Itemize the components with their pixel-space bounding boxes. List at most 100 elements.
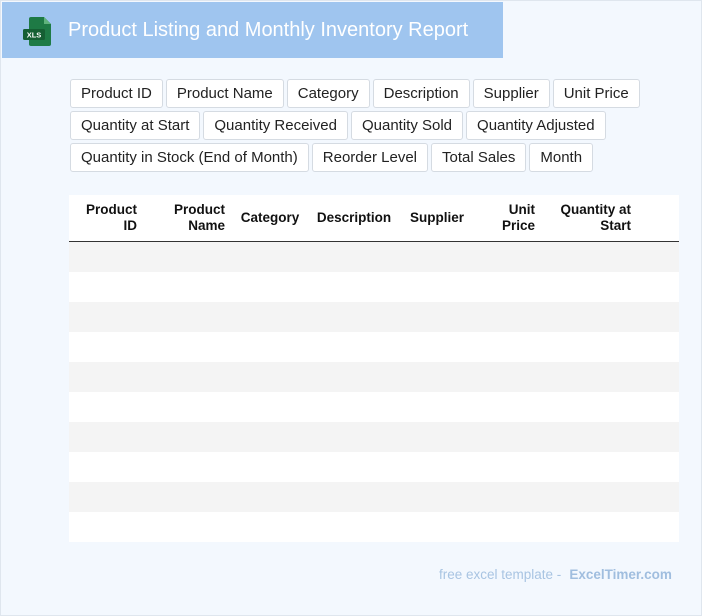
- table-cell[interactable]: [145, 512, 233, 542]
- table-cell[interactable]: [543, 392, 639, 422]
- table-cell[interactable]: [311, 272, 401, 302]
- field-chip[interactable]: Quantity at Start: [70, 111, 201, 140]
- table-cell[interactable]: [401, 302, 477, 332]
- table-cell[interactable]: [233, 332, 311, 362]
- table-cell[interactable]: [639, 512, 679, 542]
- field-chip[interactable]: Description: [372, 79, 470, 108]
- table-cell[interactable]: [477, 392, 543, 422]
- table-cell[interactable]: [69, 392, 145, 422]
- table-cell[interactable]: [69, 452, 145, 482]
- table-cell[interactable]: [311, 392, 401, 422]
- table-cell[interactable]: [477, 272, 543, 302]
- table-cell[interactable]: [233, 452, 311, 482]
- table-cell[interactable]: [401, 452, 477, 482]
- table-cell[interactable]: [233, 241, 311, 272]
- table-cell[interactable]: [477, 362, 543, 392]
- table-cell[interactable]: [311, 332, 401, 362]
- table-cell[interactable]: [639, 302, 679, 332]
- table-cell[interactable]: [639, 452, 679, 482]
- table-cell[interactable]: [543, 452, 639, 482]
- page-title: Product Listing and Monthly Inventory Re…: [68, 19, 469, 41]
- table-cell[interactable]: [233, 512, 311, 542]
- table-cell[interactable]: [639, 362, 679, 392]
- table-cell[interactable]: [145, 482, 233, 512]
- table-cell[interactable]: [69, 272, 145, 302]
- table-cell[interactable]: [401, 482, 477, 512]
- field-chip[interactable]: Quantity in Stock (End of Month): [70, 143, 309, 172]
- table-cell[interactable]: [311, 302, 401, 332]
- table-cell[interactable]: [311, 241, 401, 272]
- table-cell[interactable]: [233, 302, 311, 332]
- table-cell[interactable]: [145, 332, 233, 362]
- table-cell[interactable]: [639, 332, 679, 362]
- field-chip[interactable]: Quantity Received: [203, 111, 348, 140]
- field-chip[interactable]: Reorder Level: [311, 143, 428, 172]
- table-cell[interactable]: [639, 241, 679, 272]
- table-cell[interactable]: [477, 422, 543, 452]
- table-cell[interactable]: [233, 362, 311, 392]
- table-cell[interactable]: [69, 482, 145, 512]
- table-cell[interactable]: [233, 392, 311, 422]
- table-cell[interactable]: [477, 332, 543, 362]
- table-cell[interactable]: [69, 362, 145, 392]
- table-cell[interactable]: [639, 422, 679, 452]
- table-cell[interactable]: [639, 482, 679, 512]
- table-cell[interactable]: [145, 392, 233, 422]
- field-chip[interactable]: Category: [286, 79, 370, 108]
- table-cell[interactable]: [311, 422, 401, 452]
- table-cell[interactable]: [69, 512, 145, 542]
- table-cell[interactable]: [311, 482, 401, 512]
- table-cell[interactable]: [145, 272, 233, 302]
- table-cell[interactable]: [477, 452, 543, 482]
- table-cell[interactable]: [401, 422, 477, 452]
- table-cell[interactable]: [543, 482, 639, 512]
- table-cell[interactable]: [145, 302, 233, 332]
- table-cell[interactable]: [543, 272, 639, 302]
- table-cell[interactable]: [145, 241, 233, 272]
- table-cell[interactable]: [477, 241, 543, 272]
- table-cell[interactable]: [477, 482, 543, 512]
- table-cell[interactable]: [401, 332, 477, 362]
- column-header: QR: [639, 195, 679, 242]
- table-cell[interactable]: [311, 362, 401, 392]
- field-chip[interactable]: Quantity Sold: [350, 111, 464, 140]
- table-cell[interactable]: [639, 392, 679, 422]
- field-chip[interactable]: Total Sales: [431, 143, 527, 172]
- table-cell[interactable]: [639, 272, 679, 302]
- footer-brand-link[interactable]: ExcelTimer.com: [569, 567, 672, 582]
- field-chip[interactable]: Product ID: [70, 79, 163, 108]
- table-cell[interactable]: [401, 362, 477, 392]
- table-cell[interactable]: [233, 422, 311, 452]
- table-cell[interactable]: [401, 392, 477, 422]
- table-cell[interactable]: [543, 512, 639, 542]
- table-cell[interactable]: [543, 422, 639, 452]
- table-cell[interactable]: [401, 241, 477, 272]
- table-cell[interactable]: [543, 362, 639, 392]
- table-cell[interactable]: [69, 332, 145, 362]
- field-chip[interactable]: Supplier: [472, 79, 550, 108]
- table-cell[interactable]: [233, 482, 311, 512]
- header-bar: XLS Product Listing and Monthly Inventor…: [2, 2, 503, 58]
- table-cell[interactable]: [145, 452, 233, 482]
- table-header-row: Product ID Product Name Category Description S…: [69, 195, 679, 242]
- table-cell[interactable]: [311, 512, 401, 542]
- table-cell[interactable]: [543, 302, 639, 332]
- table-cell[interactable]: [145, 422, 233, 452]
- field-chip[interactable]: Quantity Adjusted: [466, 111, 606, 140]
- table-cell[interactable]: [69, 302, 145, 332]
- table-cell[interactable]: [69, 422, 145, 452]
- table-cell[interactable]: [401, 272, 477, 302]
- field-chip[interactable]: Product Name: [165, 79, 284, 108]
- field-chip[interactable]: Unit Price: [552, 79, 640, 108]
- table-cell[interactable]: [543, 241, 639, 272]
- table-cell[interactable]: [477, 512, 543, 542]
- table-cell[interactable]: [233, 272, 311, 302]
- field-chip[interactable]: Month: [529, 143, 594, 172]
- table-cell[interactable]: [543, 332, 639, 362]
- table-cell[interactable]: [401, 512, 477, 542]
- table-cell[interactable]: [69, 241, 145, 272]
- table-cell[interactable]: [311, 452, 401, 482]
- table-cell[interactable]: [477, 302, 543, 332]
- table-cell[interactable]: [145, 362, 233, 392]
- column-header: Product Name: [145, 195, 233, 242]
